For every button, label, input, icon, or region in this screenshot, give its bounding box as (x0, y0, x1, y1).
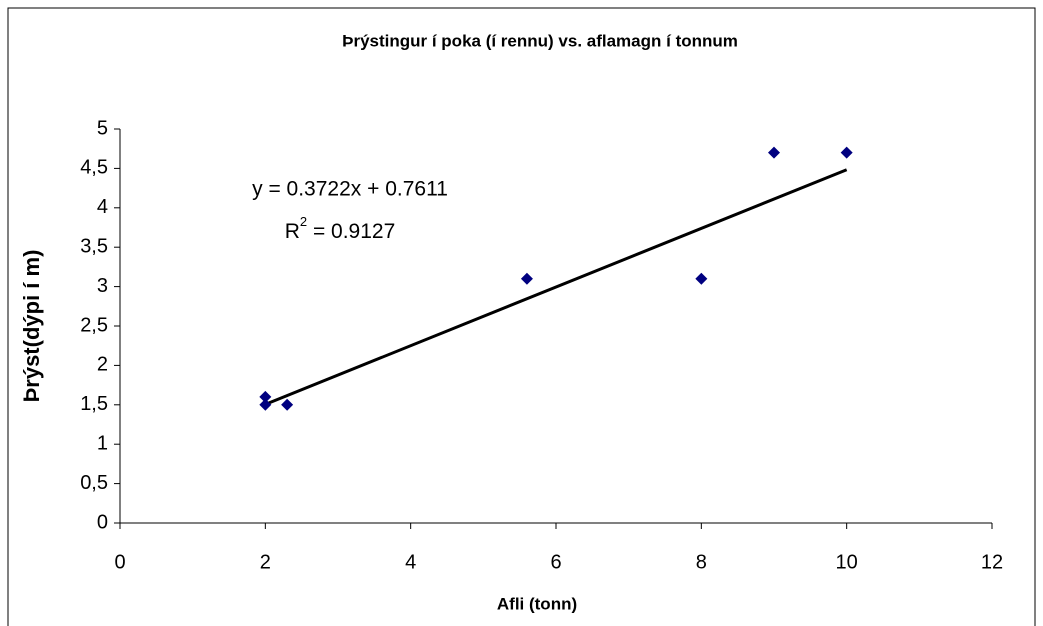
y-axis-label: Þrýst(dýpi í m) (19, 250, 44, 403)
y-tick-label: 1 (97, 432, 108, 454)
data-point (520, 272, 533, 285)
chart-title: Þrýstingur í poka (í rennu) vs. aflamagn… (342, 31, 738, 50)
y-tick-label: 3 (97, 275, 108, 297)
y-tick-label: 2,5 (80, 314, 108, 336)
y-tick-label: 5 (97, 117, 108, 139)
y-tick-label: 0,5 (80, 472, 108, 494)
x-tick-label: 4 (405, 551, 416, 573)
chart-border (7, 7, 1036, 626)
data-point (695, 272, 708, 285)
data-point (281, 398, 294, 411)
data-point (259, 398, 272, 411)
r-squared: R2 = 0.9127 (285, 214, 396, 242)
x-tick-label: 2 (260, 551, 271, 573)
y-tick-label: 3,5 (80, 235, 108, 257)
x-tick-label: 8 (696, 551, 707, 573)
data-point (840, 146, 853, 159)
x-tick-label: 10 (836, 551, 858, 573)
x-tick-label: 12 (981, 551, 1003, 573)
trendline-equation: y = 0.3722x + 0.7611 (252, 178, 448, 201)
trendline (264, 168, 848, 406)
y-tick-label: 4 (97, 196, 108, 218)
y-tick-label: 1,5 (80, 393, 108, 415)
r-squared-sup: 2 (300, 214, 307, 229)
y-tick-label: 0 (97, 511, 108, 533)
r-squared-value: = 0.9127 (307, 220, 395, 243)
x-tick-label: 0 (114, 551, 125, 573)
y-tick-label: 4,5 (80, 157, 108, 179)
x-tick-label: 6 (550, 551, 561, 573)
data-point (259, 390, 272, 403)
data-point (768, 146, 780, 159)
r-squared-base: R (285, 220, 300, 243)
y-tick-label: 2 (97, 354, 108, 376)
x-axis-label: Afli (tonn) (497, 594, 577, 613)
